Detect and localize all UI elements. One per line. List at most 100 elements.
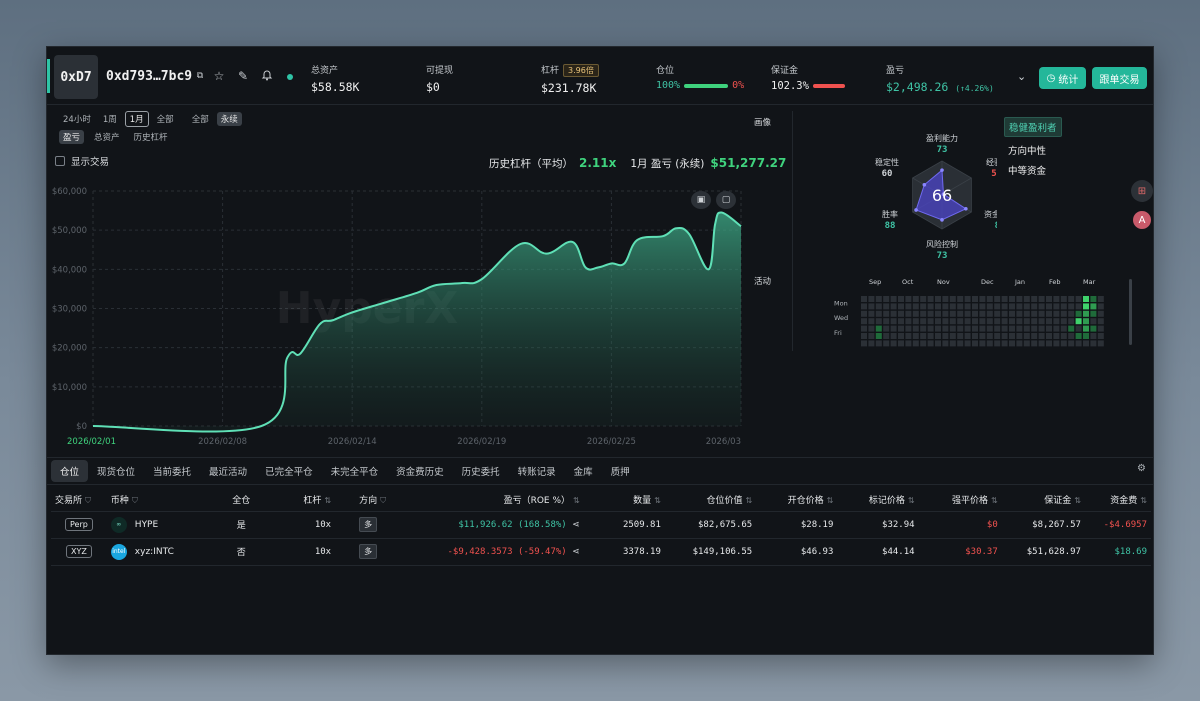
heatmap-cell xyxy=(1053,340,1060,347)
table-row[interactable]: XYZ intel xyz:INTC 否 10x 多 -$9,428.3573 (… xyxy=(51,538,1151,566)
tab-8[interactable]: 转账记录 xyxy=(517,467,556,478)
heatmap-cell xyxy=(905,325,912,332)
sort-icon[interactable]: ⇅ xyxy=(654,496,661,506)
heatmap-cell xyxy=(1090,318,1097,325)
translate-icon[interactable]: A xyxy=(1133,211,1151,229)
metric-pnl[interactable]: 盈亏 xyxy=(59,130,85,144)
col-cross[interactable]: 全仓 xyxy=(232,496,251,507)
bell-icon[interactable] xyxy=(260,69,274,83)
sort-icon[interactable]: ⇅ xyxy=(573,496,580,506)
gear-icon[interactable]: ⚙ xyxy=(1137,463,1146,474)
heatmap-cell xyxy=(1083,333,1089,339)
apps-icon[interactable]: ⊞ xyxy=(1131,180,1153,202)
heatmap-cell xyxy=(949,340,956,347)
checkbox[interactable] xyxy=(55,156,65,166)
heatmap-cell xyxy=(957,340,964,347)
col-liq[interactable]: 强平价格 xyxy=(952,496,989,507)
metric-total-assets[interactable]: 总资产 xyxy=(94,133,120,143)
col-funding[interactable]: 资金费 xyxy=(1110,496,1138,507)
heatmap-cell xyxy=(942,303,949,310)
heatmap-cell xyxy=(972,325,978,332)
sort-icon[interactable]: ⇅ xyxy=(745,496,753,506)
tab-6[interactable]: 资金费历史 xyxy=(396,467,444,478)
positions-table: 交易所 ⛉ 币种 ⛉ 全仓 杠杆 ⇅ 方向 ⛉ 盈亏（ROE %） ⇅ 数量 ⇅ 仓位价值 ⇅… xyxy=(51,489,1151,566)
filter-1w[interactable]: 1周 xyxy=(102,115,117,125)
heatmap-cell xyxy=(861,310,867,317)
filter-icon[interactable]: ⛉ xyxy=(131,496,138,506)
wallet-address[interactable]: 0xd793…7bc9 xyxy=(106,69,193,84)
heatmap-month-label: Feb xyxy=(1049,278,1061,286)
heatmap-cell xyxy=(927,318,934,325)
heatmap-cell xyxy=(1068,340,1075,347)
sort-icon[interactable]: ⇅ xyxy=(1140,496,1147,506)
share-icon[interactable]: ⋖ xyxy=(572,546,580,557)
scrollbar[interactable] xyxy=(1129,279,1132,345)
sort-icon[interactable]: ⇅ xyxy=(826,496,834,506)
heatmap-cell xyxy=(1031,325,1038,332)
col-coin[interactable]: 币种 xyxy=(110,496,129,507)
col-leverage[interactable]: 杠杆 xyxy=(303,496,322,507)
filter-market-perp[interactable]: 永续 xyxy=(216,112,242,126)
table-header: 交易所 ⛉ 币种 ⛉ 全仓 杠杆 ⇅ 方向 ⛉ 盈亏（ROE %） ⇅ 数量 ⇅ 仓位价值 ⇅… xyxy=(51,489,1151,512)
heatmap-cell xyxy=(927,333,934,339)
y-tick-label: $0 xyxy=(76,422,87,432)
heatmap-cell xyxy=(972,333,978,339)
chart-screenshot-icon[interactable]: ▣ xyxy=(691,191,711,209)
tab-4[interactable]: 已完全平仓 xyxy=(265,467,313,478)
copy-trade-button[interactable]: 跟单交易 xyxy=(1092,67,1147,89)
heatmap-cell xyxy=(1009,303,1015,310)
stat-position: 仓位 100% 0% xyxy=(656,63,744,91)
heatmap-cell xyxy=(920,303,927,310)
chart-comment-icon[interactable]: ▢ xyxy=(716,191,736,209)
filter-1m[interactable]: 1月 xyxy=(124,111,149,127)
account-header: 0xD7 0xd793…7bc9 ⧉ ☆ ✎ 总资产 $58.58K 可提现 $… xyxy=(47,47,1153,105)
heatmap-cell xyxy=(898,310,904,317)
sort-icon[interactable]: ⇅ xyxy=(991,496,998,506)
filter-icon[interactable]: ⛉ xyxy=(85,496,92,506)
tab-9[interactable]: 金库 xyxy=(573,467,593,478)
heatmap-cell xyxy=(935,318,941,325)
col-exchange[interactable]: 交易所 xyxy=(55,496,83,507)
heatmap-cell xyxy=(898,296,904,302)
x-tick-label: 2026/02/14 xyxy=(328,437,377,447)
col-value[interactable]: 仓位价值 xyxy=(706,496,743,507)
tab-3[interactable]: 最近活动 xyxy=(209,467,248,478)
edit-icon[interactable]: ✎ xyxy=(237,69,249,83)
chevron-down-icon[interactable]: ⌄ xyxy=(1017,70,1027,83)
star-icon[interactable]: ☆ xyxy=(213,69,225,83)
sort-icon[interactable]: ⇅ xyxy=(1074,496,1081,506)
col-mark[interactable]: 标记价格 xyxy=(868,496,905,507)
filter-market-all[interactable]: 全部 xyxy=(191,115,209,125)
col-side[interactable]: 方向 xyxy=(359,496,378,507)
col-margin[interactable]: 保证金 xyxy=(1044,496,1072,507)
filter-24h[interactable]: 24小时 xyxy=(63,115,91,125)
tab-10[interactable]: 质押 xyxy=(610,467,630,478)
tab-5[interactable]: 未完全平仓 xyxy=(330,467,379,478)
stats-button[interactable]: ◷ 统计 xyxy=(1039,67,1086,89)
metric-leverage[interactable]: 历史杠杆 xyxy=(133,133,168,143)
entry-price: $28.19 xyxy=(756,511,838,539)
tab-1[interactable]: 现货仓位 xyxy=(97,467,136,478)
stat-margin: 保证金 102.3% xyxy=(771,63,845,92)
col-entry[interactable]: 开仓价格 xyxy=(787,496,824,507)
heatmap-cell xyxy=(942,318,949,325)
tab-7[interactable]: 历史委托 xyxy=(461,467,500,478)
filter-all[interactable]: 全部 xyxy=(156,115,174,125)
col-pnl[interactable]: 盈亏（ROE %） xyxy=(503,496,570,507)
share-icon[interactable]: ⋖ xyxy=(572,519,580,530)
tab-0[interactable]: 仓位 xyxy=(51,460,89,482)
show-trades-toggle[interactable]: 显示交易 xyxy=(55,154,109,168)
heatmap-cell xyxy=(1016,333,1023,339)
y-tick-label: $20,000 xyxy=(52,344,87,354)
copy-icon[interactable]: ⧉ xyxy=(196,71,204,81)
sort-icon[interactable]: ⇅ xyxy=(907,496,915,506)
heatmap-cell xyxy=(905,296,912,302)
col-qty[interactable]: 数量 xyxy=(633,496,652,507)
tag-direction: 方向中性 xyxy=(1008,146,1047,157)
sort-icon[interactable]: ⇅ xyxy=(324,496,332,506)
heatmap-cell xyxy=(1031,340,1038,347)
filter-icon[interactable]: ⛉ xyxy=(380,496,387,506)
table-row[interactable]: Perp ∞ HYPE 是 10x 多 $11,926.62 (168.58%) … xyxy=(51,511,1151,539)
stat-label: 保证金 xyxy=(771,66,799,76)
tab-2[interactable]: 当前委托 xyxy=(153,467,192,478)
